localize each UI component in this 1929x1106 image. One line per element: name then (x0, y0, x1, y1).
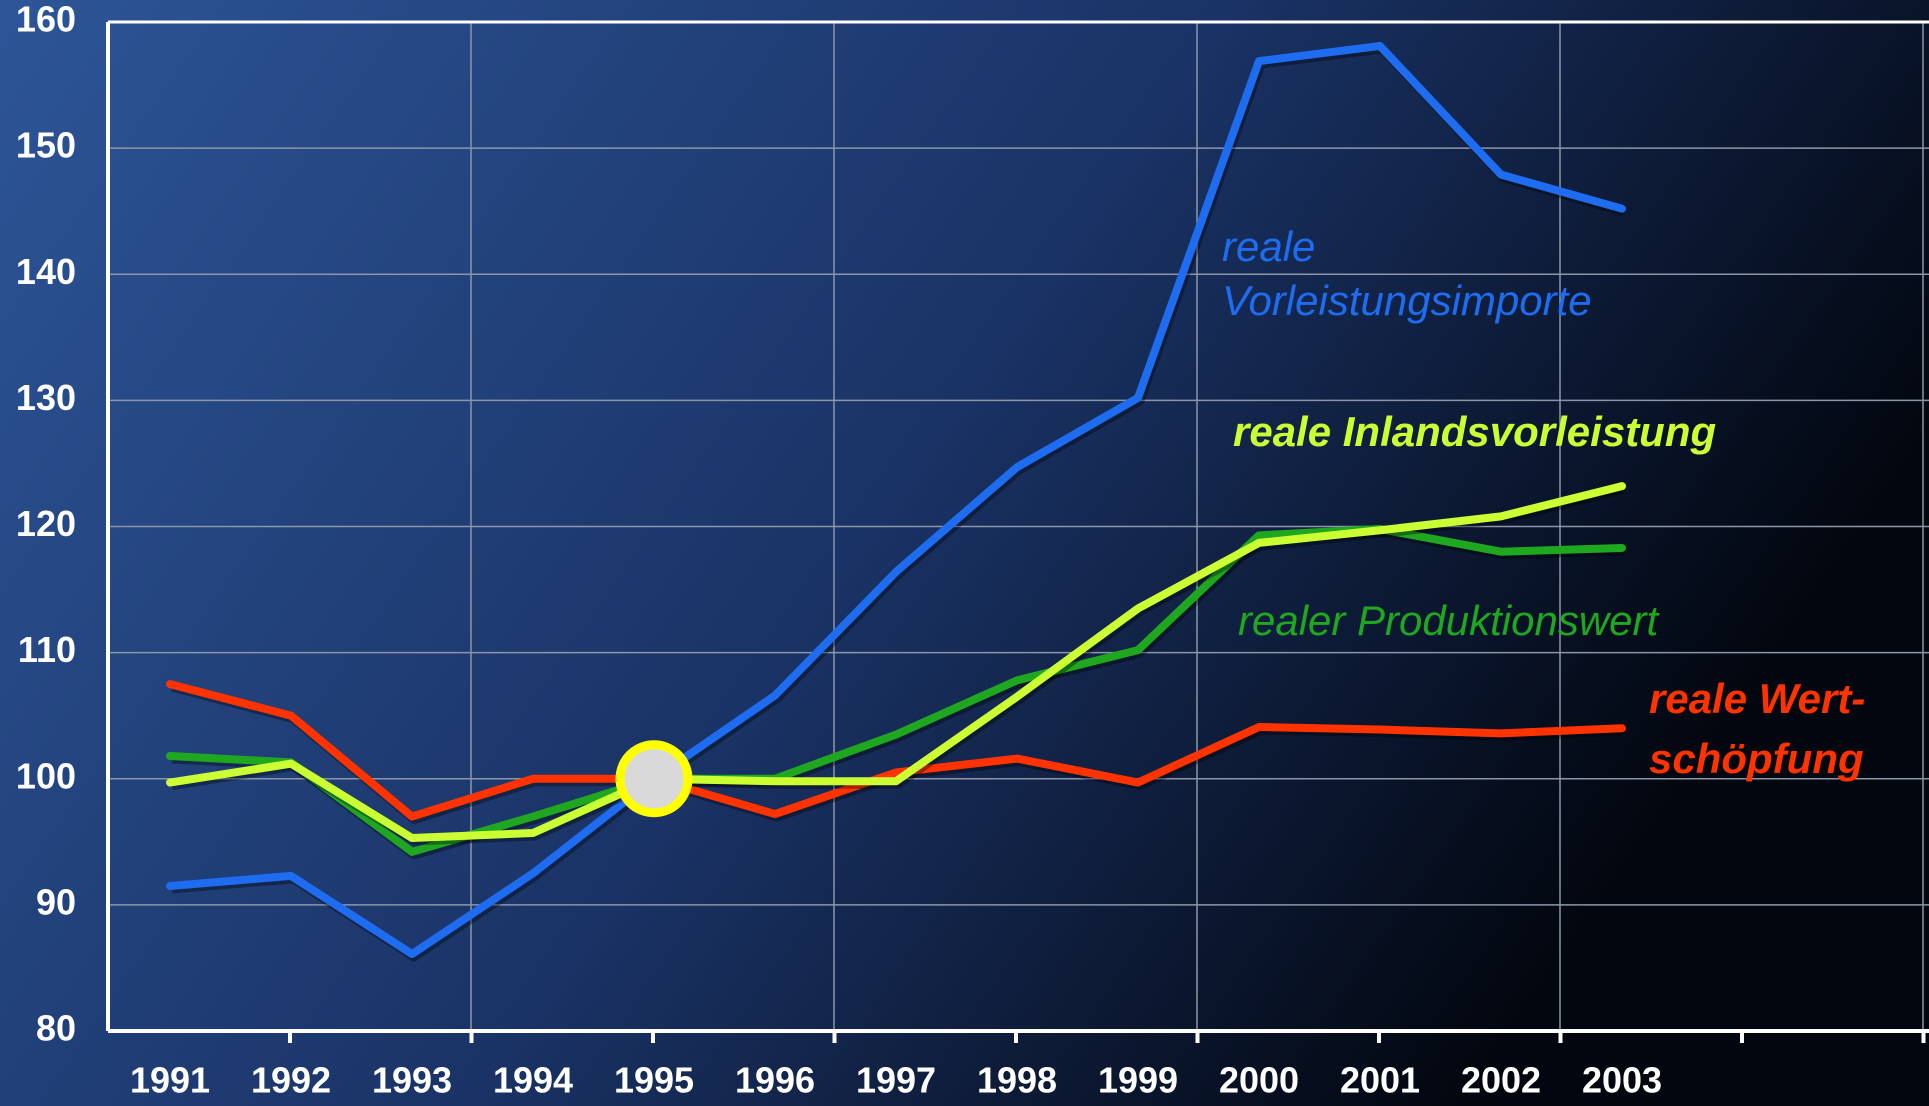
series-line (166, 41, 1626, 959)
x-tick-label: 1994 (493, 1060, 573, 1101)
series-label-line: reale (1222, 223, 1315, 270)
series-label-line: reale Wert- (1649, 675, 1865, 722)
x-tick-label: 1996 (735, 1060, 815, 1101)
x-tick-label: 1999 (1098, 1060, 1178, 1101)
x-tick-label: 2003 (1582, 1060, 1662, 1101)
series-line (166, 680, 1626, 821)
y-tick-label: 110 (18, 629, 76, 670)
x-tick-label: 1995 (614, 1060, 694, 1101)
series-label-line: realer Produktionswert (1238, 597, 1661, 644)
series-label: reale Inlandsvorleistung (1233, 408, 1716, 455)
series-label: reale Vorleistungsimporte (1222, 223, 1592, 324)
x-tick-label: 1992 (251, 1060, 331, 1101)
series-label-line: reale Inlandsvorleistung (1233, 408, 1716, 455)
x-tick-label: 1998 (977, 1060, 1057, 1101)
x-tick-label: 1991 (130, 1060, 210, 1101)
y-tick-label: 140 (16, 251, 76, 292)
base-year-marker (615, 740, 693, 818)
series-label-line: schöpfung (1649, 735, 1864, 782)
y-tick-label: 150 (16, 125, 76, 166)
y-tick-label: 90 (36, 881, 76, 922)
x-tick-label: 2000 (1219, 1060, 1299, 1101)
y-tick-label: 120 (16, 503, 76, 544)
x-tick-label: 2001 (1340, 1060, 1420, 1101)
series-label: realer Produktionswert (1238, 597, 1661, 644)
series-label-line: Vorleistungsimporte (1222, 277, 1592, 324)
y-tick-label: 80 (36, 1008, 76, 1049)
y-tick-label: 100 (16, 755, 76, 796)
series-label: reale Wert-schöpfung (1649, 675, 1865, 782)
series-line (166, 482, 1626, 843)
x-tick-label: 1993 (372, 1060, 452, 1101)
y-tick-label: 160 (16, 0, 76, 40)
y-tick-label: 130 (16, 377, 76, 418)
x-tick-label: 1997 (856, 1060, 936, 1101)
x-tick-label: 2002 (1461, 1060, 1541, 1101)
